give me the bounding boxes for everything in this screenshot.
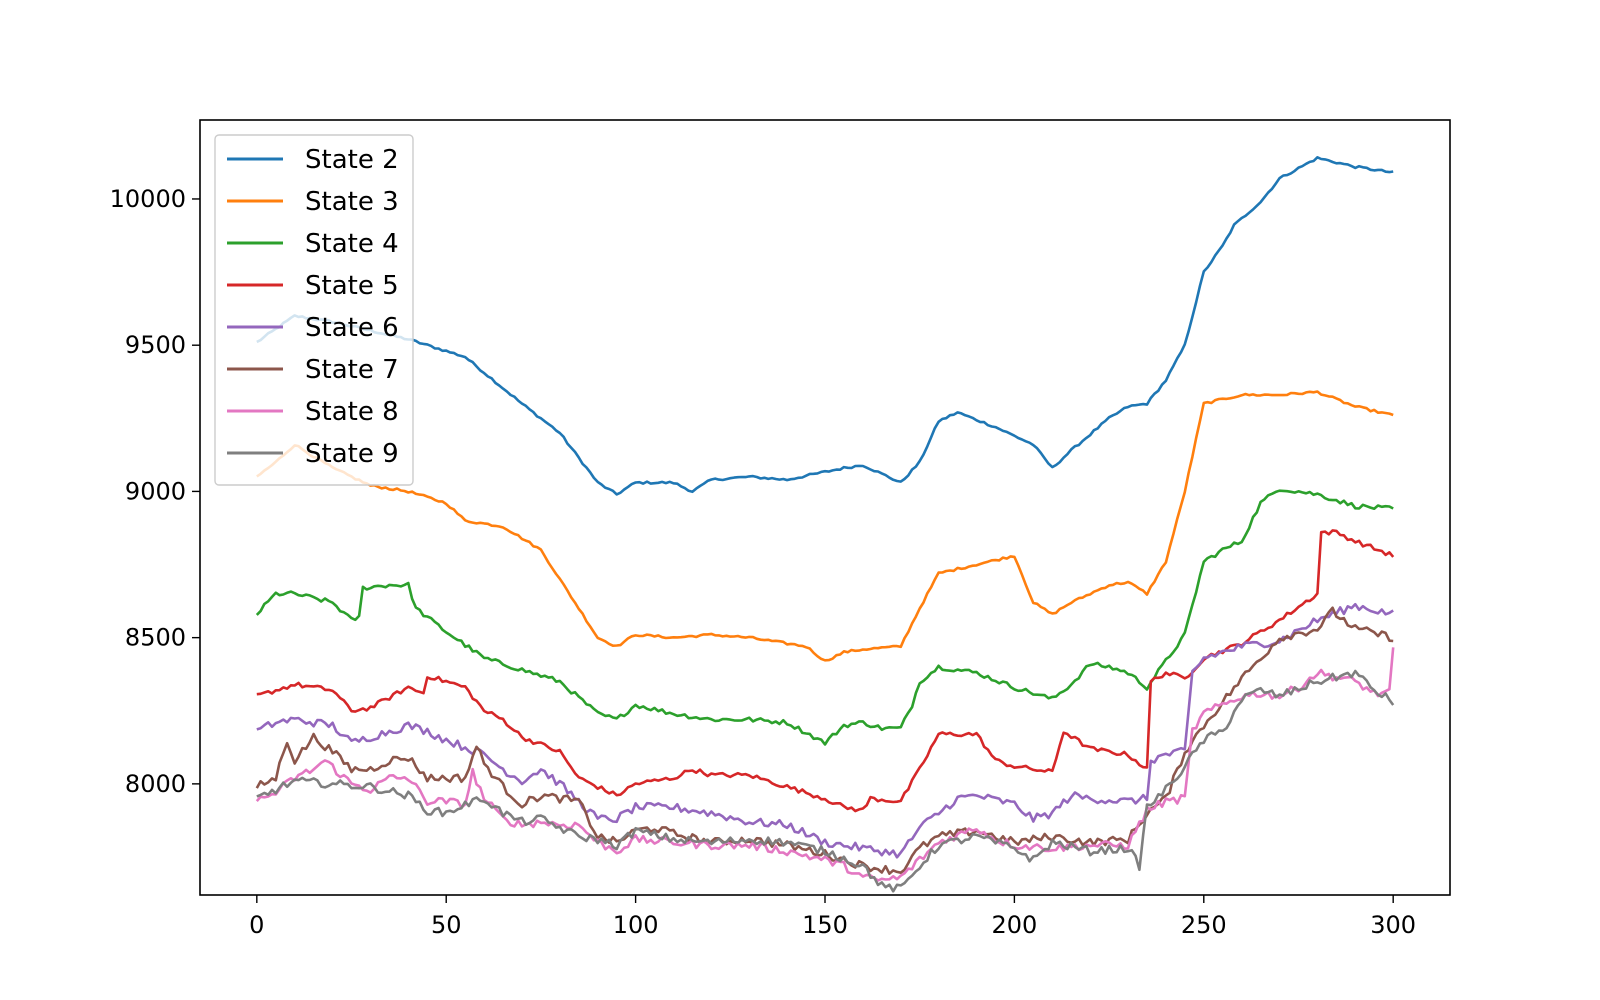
x-tick-label: 200: [991, 911, 1037, 939]
legend-label: State 5: [305, 271, 399, 301]
legend-label: State 4: [305, 229, 399, 259]
series-line-state-8: [255, 647, 1395, 882]
legend-label: State 2: [305, 145, 399, 175]
series-line-state-4: [255, 489, 1394, 746]
series-line-state-7: [255, 606, 1394, 875]
x-tick-label: 50: [431, 911, 462, 939]
series-line-state-9: [256, 669, 1395, 893]
y-tick-label: 10000: [110, 185, 186, 213]
legend: State 2 State 3 State 4 State 5 State 6 State…: [214, 134, 414, 486]
legend-label: State 8: [305, 397, 399, 427]
series-layer: [255, 156, 1395, 893]
x-tick-label: 0: [249, 911, 264, 939]
x-tick-label: 300: [1370, 911, 1416, 939]
x-tick-label: 150: [802, 911, 848, 939]
y-tick-label: 9500: [125, 331, 186, 359]
y-axis: 8000 8500 9000 9500 10000: [110, 185, 200, 798]
legend-label: State 3: [305, 187, 399, 217]
y-tick-label: 8000: [125, 770, 186, 798]
x-tick-label: 100: [613, 911, 659, 939]
y-tick-label: 9000: [125, 477, 186, 505]
series-line-state-6: [256, 602, 1394, 859]
y-tick-label: 8500: [125, 624, 186, 652]
x-tick-label: 250: [1181, 911, 1227, 939]
legend-label: State 9: [305, 439, 399, 469]
legend-box: [214, 134, 414, 486]
series-line-state-2: [256, 156, 1394, 496]
x-axis: 0 50 100 150 200 250 300: [249, 895, 1416, 939]
legend-label: State 7: [305, 355, 399, 385]
legend-label: State 6: [305, 313, 399, 343]
series-line-state-3: [256, 390, 1394, 662]
